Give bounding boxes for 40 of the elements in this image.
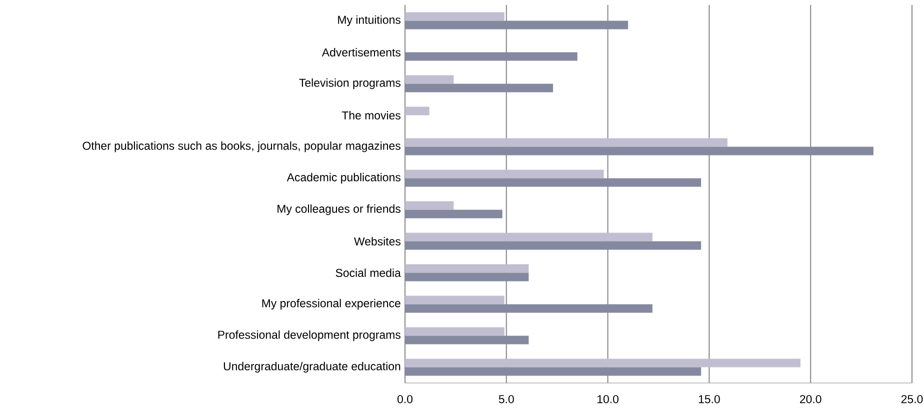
- y-tick-label: Other publications such as books, journals, popular magazines: [82, 141, 400, 152]
- bar: [405, 84, 554, 92]
- bar: [405, 264, 529, 273]
- x-tick-label: 10.0: [598, 395, 618, 404]
- bar: [405, 106, 430, 116]
- bar: [405, 20, 628, 30]
- y-tick-label: My intuitions: [338, 15, 400, 26]
- y-tick-label: Advertisements: [322, 48, 400, 56]
- y-tick-label: Professional development programs: [218, 330, 400, 342]
- bar: [405, 201, 454, 210]
- x-tick-label: 0.0: [397, 395, 413, 404]
- y-tick-label: Television programs: [299, 78, 400, 90]
- bar: [405, 146, 874, 156]
- x-tick-label: 15.0: [698, 395, 720, 404]
- y-tick-label: Undergraduate/graduate education: [224, 362, 400, 373]
- y-tick-label: Websites: [354, 237, 400, 246]
- bar: [405, 52, 578, 61]
- y-tick-label: My professional experience: [262, 298, 400, 310]
- x-tick-label: 25.0: [901, 395, 923, 404]
- y-tick-label: Academic publications: [286, 172, 400, 184]
- bar: [405, 138, 728, 147]
- y-tick-label: The movies: [342, 111, 400, 120]
- bar: [405, 304, 652, 313]
- bar: [405, 178, 702, 187]
- bar: [405, 12, 504, 21]
- bar: [405, 336, 529, 344]
- bar: [405, 232, 652, 242]
- x-tick-label: 20.0: [800, 395, 822, 404]
- x-tick-label: 5.0: [498, 395, 514, 404]
- bar: [405, 75, 454, 84]
- bar: [405, 272, 529, 282]
- bar: [405, 358, 800, 368]
- bar: [405, 170, 604, 178]
- y-tick-label: Social media: [336, 268, 401, 277]
- y-tick-label: My colleagues or friends: [278, 204, 400, 216]
- bar: [405, 296, 504, 304]
- bar: [405, 210, 502, 218]
- bar: [405, 327, 504, 336]
- bar: [405, 241, 702, 250]
- bar: [405, 367, 702, 376]
